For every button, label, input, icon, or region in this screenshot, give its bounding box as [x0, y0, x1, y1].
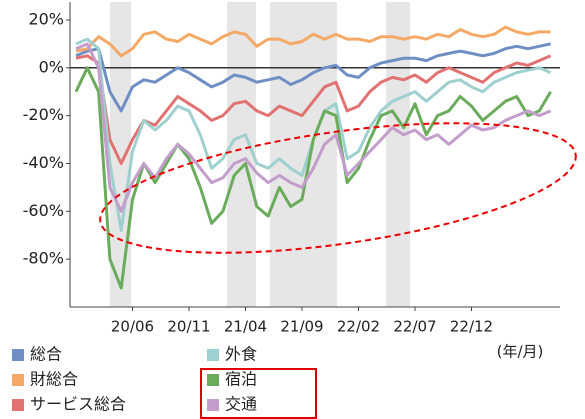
y-tick-label: -60% [23, 201, 64, 220]
x-tick-label: 22/12 [450, 318, 493, 336]
y-tick-label: -40% [23, 153, 64, 172]
shaded-period [110, 2, 131, 307]
x-axis-label: (年/月) [497, 343, 544, 361]
y-tick-label: -20% [23, 105, 64, 124]
legend-swatch [207, 374, 219, 386]
legend-label: 総合 [30, 345, 62, 364]
y-tick-label: 20% [28, 9, 64, 28]
legend-label: 宿泊 [225, 370, 257, 389]
legend-swatch [207, 349, 219, 361]
y-tick-label: 0% [39, 57, 64, 76]
shaded-period [227, 2, 256, 307]
series-line [75, 42, 552, 213]
x-tick-label: 22/02 [337, 318, 380, 336]
legend-swatch [12, 349, 24, 361]
series-line [75, 25, 551, 58]
y-tick-label: -80% [23, 249, 64, 268]
x-tick-label: 20/11 [167, 318, 210, 336]
legend-label: 財総合 [30, 370, 78, 389]
series-line [74, 66, 552, 290]
series-line [75, 42, 551, 113]
x-tick-label: 21/09 [280, 318, 323, 336]
plot [70, 25, 560, 290]
shaded-period [386, 2, 410, 307]
legend-swatch [207, 399, 219, 411]
shaded-period [270, 2, 337, 307]
x-tick-label: 22/07 [393, 318, 436, 336]
legend-label: 交通 [225, 395, 257, 414]
legend-swatch [12, 399, 24, 411]
shaded-periods [110, 2, 410, 307]
x-tick-label: 20/06 [111, 318, 154, 336]
series-line [75, 54, 552, 165]
legend-swatch [12, 374, 24, 386]
highlight-ellipse [99, 122, 577, 254]
x-tick-label: 21/04 [224, 318, 267, 336]
legend-label: 外食 [225, 345, 257, 364]
legend-label: サービス総合 [30, 395, 126, 414]
highlight-box [200, 368, 317, 419]
